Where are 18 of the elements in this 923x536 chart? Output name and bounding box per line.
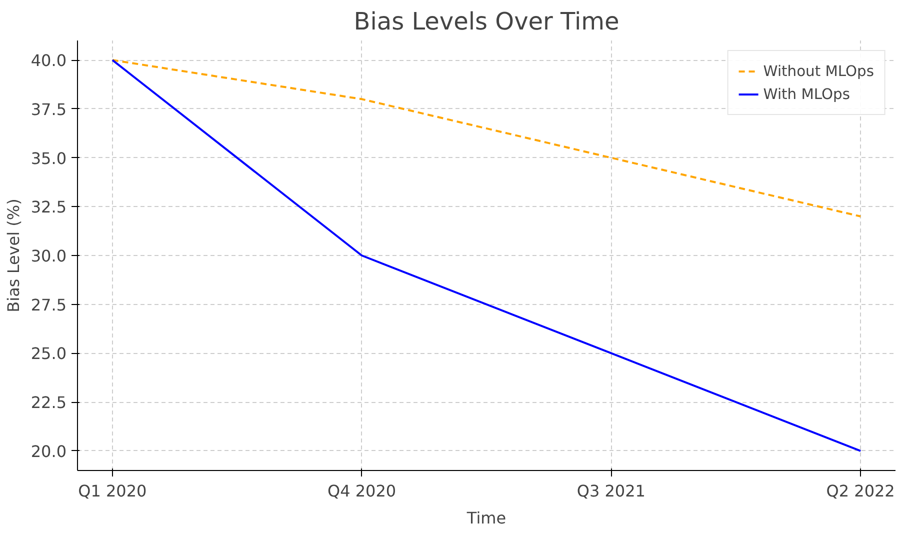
legend-label: Without MLOps bbox=[763, 62, 874, 80]
y-tick-label: 40.0 bbox=[30, 51, 66, 70]
x-tick-label: Q3 2021 bbox=[576, 482, 646, 500]
y-tick-label: 35.0 bbox=[30, 148, 66, 168]
chart-title: Bias Levels Over Time bbox=[354, 8, 620, 36]
legend-label: With MLOps bbox=[763, 86, 850, 102]
y-tick-label: 27.5 bbox=[30, 295, 66, 314]
y-axis-title: Bias Level (%) bbox=[4, 198, 23, 312]
y-tick-label: 20.0 bbox=[30, 442, 66, 461]
x-tick-label: Q1 2020 bbox=[78, 482, 147, 500]
y-tick-label: 25.0 bbox=[30, 344, 66, 364]
x-tick-label: Q2 2022 bbox=[826, 482, 895, 500]
y-tick-label: 32.5 bbox=[30, 198, 66, 217]
x-axis-title: Time bbox=[466, 508, 506, 528]
y-tick-label: 37.5 bbox=[30, 100, 66, 119]
x-tick-label: Q4 2020 bbox=[328, 482, 396, 500]
y-tick-label: 22.5 bbox=[30, 393, 66, 412]
y-tick-label: 30.0 bbox=[30, 246, 66, 266]
